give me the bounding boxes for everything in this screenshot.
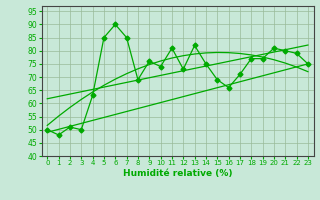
X-axis label: Humidité relative (%): Humidité relative (%) xyxy=(123,169,232,178)
